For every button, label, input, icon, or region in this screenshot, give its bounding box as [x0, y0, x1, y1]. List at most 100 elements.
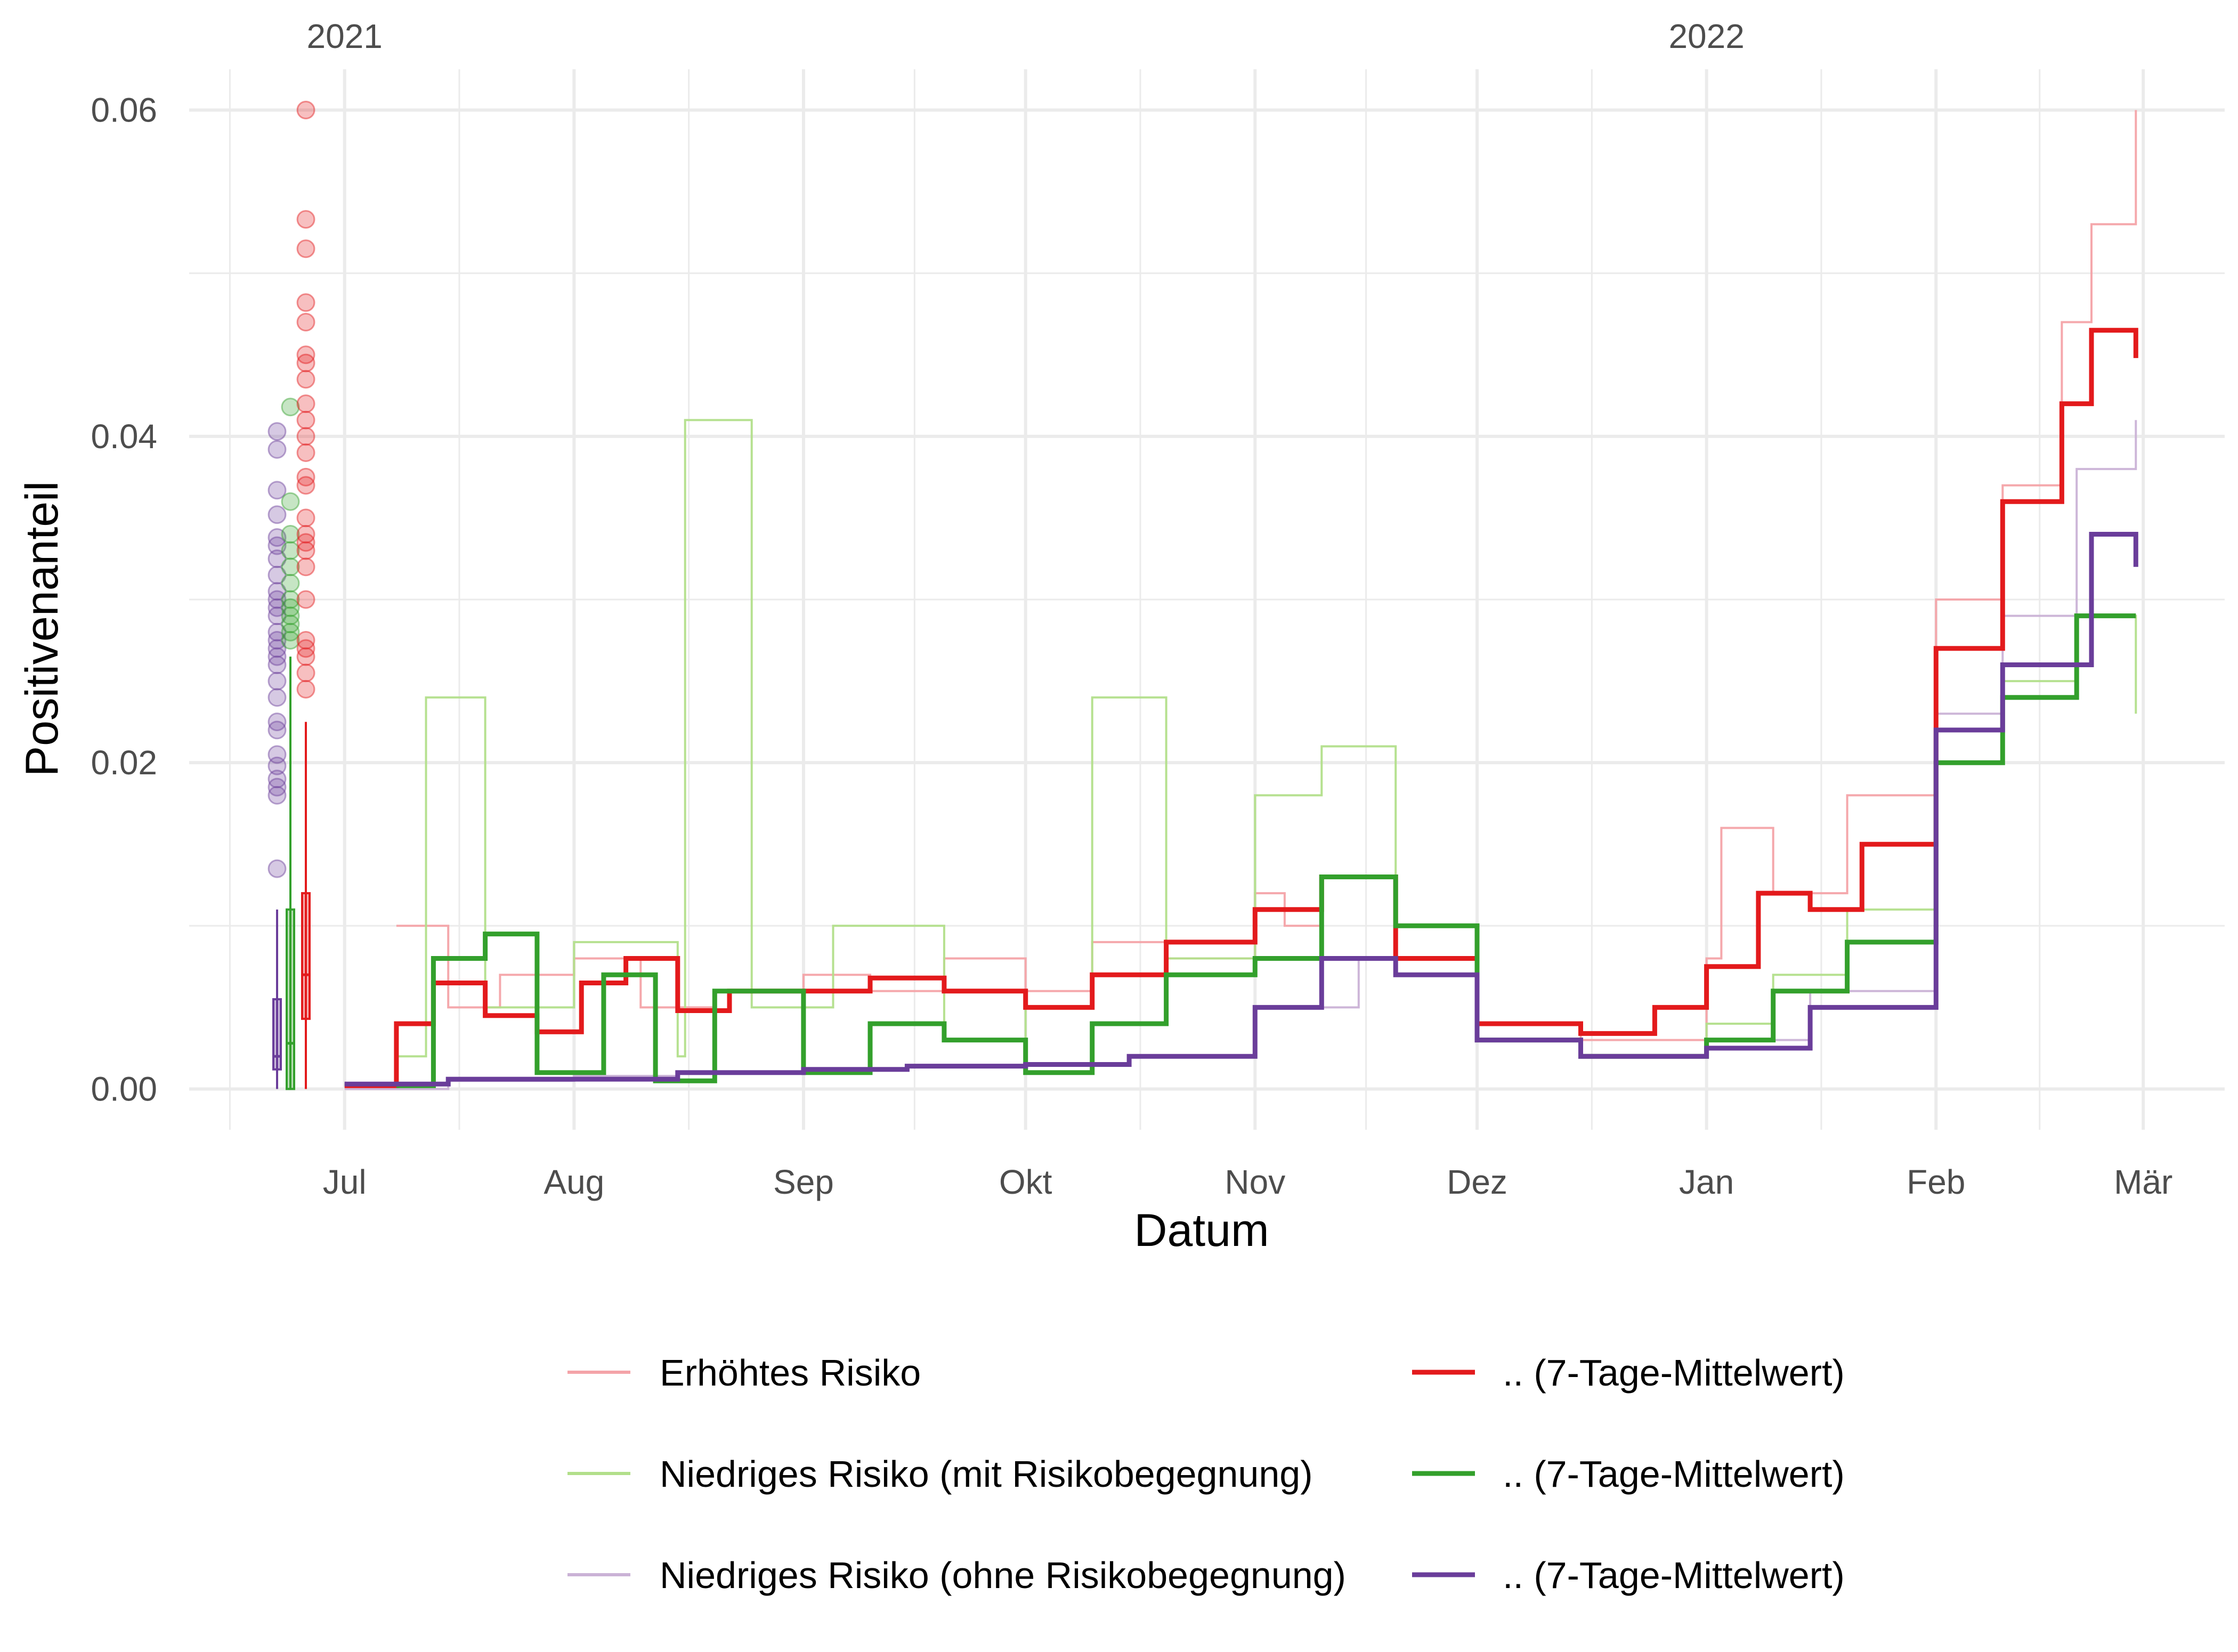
distribution-point [296, 557, 315, 577]
distribution-point [267, 647, 287, 666]
x-tick-label: Mär [2114, 1163, 2172, 1201]
distribution-point [267, 582, 287, 601]
legend-label: .. (7-Tage-Mittelwert) [1503, 1453, 1845, 1495]
x-tick-label: Feb [1907, 1163, 1965, 1201]
x-tick-label: Jan [1679, 1163, 1734, 1201]
distribution-point [267, 590, 287, 609]
distribution-point [267, 598, 287, 617]
y-tick-label: 0.04 [91, 417, 157, 456]
series-line [344, 420, 2137, 1090]
distribution-point [296, 353, 315, 372]
distribution-point [267, 688, 287, 707]
distribution-point [296, 508, 315, 528]
x-tick-label: Sep [773, 1163, 834, 1201]
distribution-point [267, 778, 287, 797]
x-tick-label: Nov [1225, 1163, 1285, 1201]
distribution-point [267, 422, 287, 441]
distribution-point [267, 481, 287, 500]
distribution-point [296, 345, 315, 365]
distribution-point [296, 639, 315, 658]
distribution-point [267, 536, 287, 555]
distribution-point [296, 476, 315, 495]
distribution-point [267, 655, 287, 674]
distribution-point [267, 671, 287, 691]
series-line-mean [396, 613, 2136, 1088]
distribution-point [267, 639, 287, 658]
distribution-point [296, 370, 315, 389]
series-line [396, 110, 2137, 1041]
distribution-point [296, 293, 315, 312]
distribution-point [267, 745, 287, 764]
distribution-point [281, 622, 300, 642]
distribution-point [296, 427, 315, 446]
box-body [272, 998, 282, 1071]
grid-lines [189, 69, 2225, 1130]
distribution-point [267, 622, 287, 642]
distribution-point [296, 679, 315, 699]
distribution-point [296, 631, 315, 650]
y-tick-label: 0.02 [91, 743, 157, 782]
series-line-mean [344, 328, 2138, 1088]
x-tick-label: Aug [544, 1163, 604, 1201]
distribution-point [296, 313, 315, 332]
distribution-point [296, 590, 315, 609]
distribution-point [296, 467, 315, 487]
legend: Erhöhtes Risiko Niedriges Risiko (mit Ris… [567, 1352, 1845, 1596]
legend-label: Niedriges Risiko (mit Risikobegegnung) [660, 1453, 1313, 1495]
distribution-point [267, 720, 287, 740]
distribution-point [281, 614, 300, 634]
distribution-point [267, 631, 287, 650]
series-line-mean [344, 532, 2138, 1087]
y-axis-title: Positivenanteil [17, 481, 68, 777]
legend-label: Niedriges Risiko (ohne Risikobegegnung) [660, 1554, 1346, 1596]
x-axis-title: Datum [1134, 1205, 1269, 1256]
distribution-point [281, 398, 300, 417]
distribution-point [296, 663, 315, 683]
distribution-point [267, 785, 287, 805]
distribution-point [281, 541, 300, 560]
distribution-point [296, 533, 315, 552]
distribution-point [267, 549, 287, 568]
box-body [286, 908, 295, 1090]
distribution-point [281, 573, 300, 593]
distribution-point [296, 541, 315, 560]
distribution-panel [267, 101, 315, 1090]
x-tick-label: Jul [323, 1163, 367, 1201]
distribution-point [296, 410, 315, 430]
distribution-point [281, 606, 300, 626]
distribution-point [296, 443, 315, 462]
legend-label: .. (7-Tage-Mittelwert) [1503, 1352, 1845, 1394]
distribution-point [296, 101, 315, 120]
distribution-point [267, 712, 287, 732]
distribution-point [267, 770, 287, 789]
distribution-point [267, 756, 287, 775]
distribution-point [267, 606, 287, 626]
distribution-point [267, 859, 287, 878]
distribution-point [296, 647, 315, 666]
distribution-point [281, 492, 300, 511]
series-lines [344, 110, 2138, 1090]
distribution-point [267, 440, 287, 459]
y-tick-label: 0.00 [91, 1070, 157, 1108]
distribution-point [296, 394, 315, 414]
distribution-point [296, 210, 315, 229]
x-tick-label: Okt [999, 1163, 1052, 1201]
distribution-point [267, 528, 287, 547]
x-tick-label: Dez [1447, 1163, 1507, 1201]
box-body [301, 892, 311, 1020]
distribution-point [281, 557, 300, 577]
y-tick-label: 0.06 [91, 91, 157, 129]
distribution-point [267, 505, 287, 524]
distribution-point [281, 590, 300, 609]
distribution-point [281, 598, 300, 617]
year-label: 2021 [307, 17, 383, 55]
distribution-point [267, 565, 287, 585]
series-line [396, 419, 2137, 1058]
legend-label: .. (7-Tage-Mittelwert) [1503, 1554, 1845, 1596]
axis-labels: 0.00 0.02 0.04 0.06 Jul Aug Sep Okt Nov Dez Jan Feb… [91, 17, 2172, 1201]
distribution-point [296, 239, 315, 258]
distribution-point [281, 525, 300, 544]
legend-label: Erhöhtes Risiko [660, 1352, 921, 1394]
year-label: 2022 [1668, 17, 1744, 55]
